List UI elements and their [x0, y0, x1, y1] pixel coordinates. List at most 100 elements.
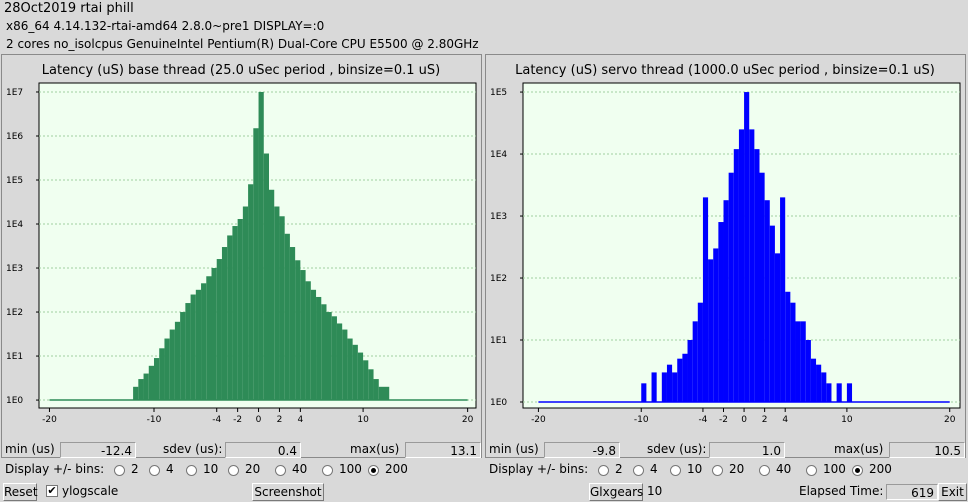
histogram-bar — [336, 323, 343, 401]
histogram-bar — [133, 386, 139, 401]
bins-option[interactable]: 100 — [339, 462, 362, 476]
chart-title: Latency (uS) servo thread (1000.0 uSec p… — [515, 63, 935, 78]
bins-option[interactable]: 40 — [292, 462, 308, 476]
y-tick-label: 1E1 — [490, 336, 507, 346]
histogram-bar — [708, 259, 714, 402]
histogram-bar — [754, 149, 760, 402]
ylogscale-label[interactable]: ylogscale — [62, 484, 119, 498]
histogram-bar — [180, 312, 186, 401]
screenshot-button[interactable]: Screenshot — [252, 483, 324, 501]
histogram-bar — [274, 206, 280, 401]
min-label: min (us) — [5, 442, 55, 456]
glxgears-button[interactable]: Glxgears — [589, 483, 644, 501]
histogram-bar — [687, 340, 693, 402]
bins-radio[interactable] — [759, 465, 770, 476]
bins-radio[interactable] — [275, 465, 286, 476]
elapsed-value: 619 — [886, 484, 938, 500]
bins-option[interactable]: 2 — [131, 462, 139, 476]
histogram-bar — [185, 303, 191, 401]
histogram-bar — [284, 233, 290, 401]
y-tick-label: 1E5 — [490, 88, 507, 98]
histogram-bar — [279, 216, 285, 401]
histogram-bar — [174, 321, 181, 401]
glxgears-count: 10 — [647, 484, 663, 498]
bins-radio[interactable] — [598, 465, 609, 476]
bins-radio[interactable] — [852, 465, 863, 476]
bins-radio[interactable] — [670, 465, 681, 476]
bins-option[interactable]: 200 — [385, 462, 408, 476]
max-value: 10.5 — [889, 442, 965, 458]
max-label: max(us) — [350, 442, 400, 456]
bins-radio[interactable] — [322, 465, 333, 476]
histogram-bar — [263, 153, 269, 401]
bins-radio[interactable] — [186, 465, 197, 476]
bins-option[interactable]: 40 — [776, 462, 792, 476]
histogram-bar — [242, 206, 249, 401]
y-tick-label: 1E3 — [6, 264, 23, 274]
x-tick-label: 0 — [256, 415, 262, 425]
bins-option[interactable]: 20 — [729, 462, 745, 476]
exit-button[interactable]: Exit — [938, 483, 967, 501]
histogram-bar — [697, 302, 703, 402]
histogram-bar — [148, 365, 154, 401]
x-tick-label: 2 — [277, 415, 283, 425]
histogram-bar — [764, 200, 770, 402]
x-tick-label: 10 — [357, 415, 369, 425]
reset-button[interactable]: Reset — [3, 483, 38, 501]
x-tick-label: -10 — [147, 415, 162, 425]
x-tick-label: 10 — [841, 415, 853, 425]
y-tick-label: 1E6 — [6, 132, 23, 142]
max-value: 13.1 — [405, 442, 481, 458]
histogram-bar — [780, 197, 786, 402]
histogram-bar — [169, 329, 175, 401]
bins-option[interactable]: 200 — [869, 462, 892, 476]
histogram-bar — [810, 358, 817, 402]
ylogscale-checkbox[interactable]: ✔ — [46, 484, 58, 497]
histogram-bar — [216, 259, 222, 401]
histogram-bar — [661, 372, 667, 402]
x-tick-label: -2 — [233, 415, 242, 425]
histogram-bar — [774, 253, 781, 402]
histogram-bar — [785, 291, 791, 402]
histogram-bar — [154, 358, 160, 401]
histogram-bar — [805, 340, 811, 402]
bins-option[interactable]: 20 — [245, 462, 261, 476]
x-tick-label: -20 — [531, 415, 546, 425]
histogram-bar — [666, 364, 673, 402]
bins-radio[interactable] — [149, 465, 160, 476]
x-tick-label: -20 — [42, 415, 57, 425]
bins-option[interactable]: 4 — [650, 462, 658, 476]
bins-option[interactable]: 10 — [687, 462, 703, 476]
histogram-bar — [677, 358, 683, 402]
bins-radio[interactable] — [806, 465, 817, 476]
histogram-bar — [305, 281, 311, 401]
histogram-bar — [759, 172, 765, 402]
bins-option[interactable]: 100 — [823, 462, 846, 476]
histogram-bar — [384, 386, 390, 401]
histogram-bar — [363, 360, 369, 401]
histogram-bar — [641, 383, 647, 402]
y-tick-label: 1E7 — [6, 88, 23, 98]
sdev-label: sdev (us): — [163, 442, 223, 456]
bins-option[interactable]: 2 — [615, 462, 623, 476]
bins-radio[interactable] — [712, 465, 723, 476]
histogram-bar — [143, 373, 149, 401]
histogram-bar — [651, 372, 657, 402]
histogram-bar — [269, 189, 275, 401]
histogram-bar — [300, 270, 306, 401]
histogram-bar — [769, 225, 775, 402]
bins-radio[interactable] — [633, 465, 644, 476]
x-tick-label: -4 — [212, 415, 221, 425]
bins-option[interactable]: 4 — [166, 462, 174, 476]
histogram-bar — [248, 184, 254, 401]
histogram-bar — [326, 312, 332, 401]
bins-radio[interactable] — [368, 465, 379, 476]
histogram-bar — [373, 379, 379, 401]
histogram-bar — [237, 219, 243, 401]
histogram-bar — [159, 348, 165, 401]
y-tick-label: 1E3 — [490, 212, 507, 222]
bins-option[interactable]: 10 — [203, 462, 219, 476]
bins-radio[interactable] — [114, 465, 125, 476]
bins-radio[interactable] — [228, 465, 239, 476]
max-label: max(us) — [834, 442, 884, 456]
